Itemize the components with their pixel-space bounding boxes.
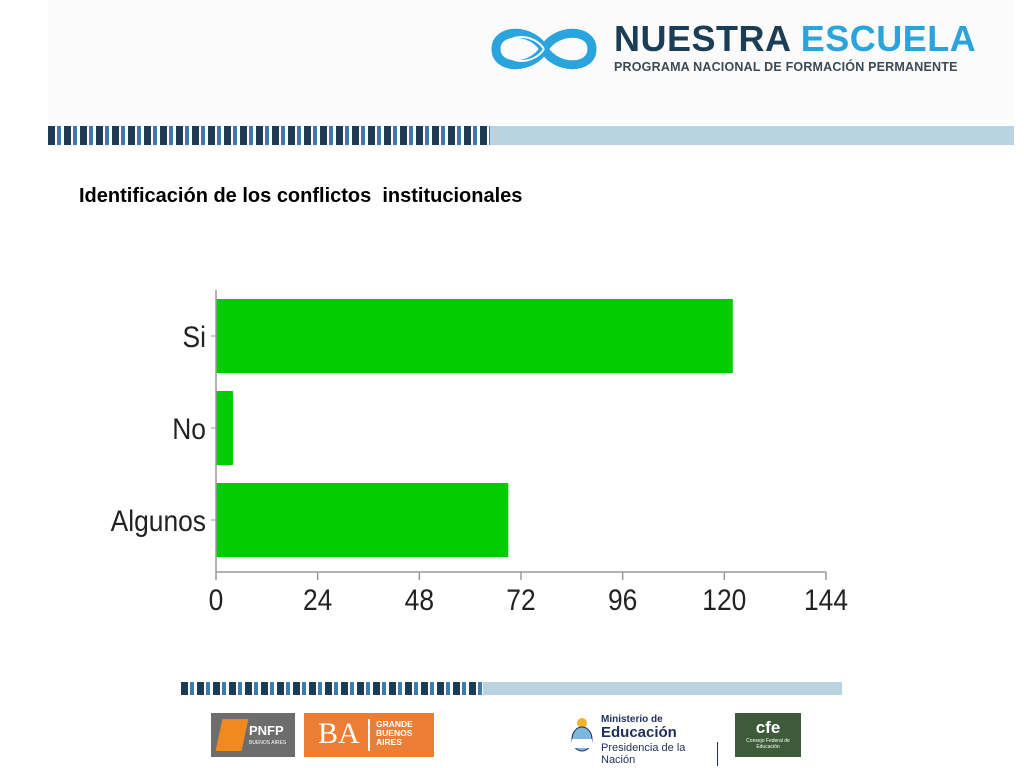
pnfp-sublabel: BUENOS AIRES [249,740,287,746]
bar [216,483,509,557]
cfe-logo: cfe Consejo Federal de Educación [735,713,801,757]
infinity-icon [491,28,597,70]
ministerio-line1: Ministerio de [601,714,663,725]
x-tick-label: 120 [702,582,746,616]
cfe-label: cfe [755,718,781,737]
ba-logo: BA GRANDE BUENOS AIRES [304,713,434,757]
category-label: Si [183,319,206,353]
x-tick-label: 144 [804,582,848,616]
logo-word-escuela: ESCUELA [800,18,977,59]
x-tick-label: 96 [608,582,637,616]
header-stripe [48,126,1014,145]
logo-word-nuestra: NUESTRA [614,18,791,59]
ministerio-line2: Educación [601,724,677,741]
x-tick-label: 24 [303,582,332,616]
nuestra-escuela-logo: NUESTRA ESCUELA PROGRAMA NACIONAL DE FOR… [488,18,976,80]
footer-stripe-solid [483,682,842,695]
logo-subtitle: PROGRAMA NACIONAL DE FORMACIÓN PERMANENT… [614,60,958,74]
ba-sublabel: GRANDE BUENOS AIRES [376,719,413,747]
bar [216,391,233,465]
pnfp-logo: PNFP BUENOS AIRES [211,713,295,757]
footer-stripe-dashes [181,682,483,695]
footer-stripe [181,682,842,695]
bar-chart: Si No Algunos 0 24 48 72 96 120 144 [111,290,848,616]
category-label: Algunos [111,503,206,537]
ba-divider [368,719,370,751]
logo-title: NUESTRA ESCUELA [614,20,976,58]
x-tick-label: 72 [506,582,535,616]
x-tick-label: 0 [209,582,224,616]
ba-label: BA [318,717,360,750]
pnfp-label: PNFP [249,723,284,738]
page-title: Identificación de los conflictos institu… [79,185,523,207]
header-stripe-solid [490,126,1014,145]
header-stripe-dashes [48,126,490,145]
bar [216,299,733,373]
category-label: No [172,411,206,445]
pnfp-emblem-icon [215,719,249,751]
cfe-sublabel: Consejo Federal de Educación [746,738,790,750]
ministerio-logo: Ministerio de Educación Presidencia de l… [568,713,718,766]
national-shield-icon [571,718,593,752]
ministerio-line3: Presidencia de la Nación [601,742,718,766]
x-tick-label: 48 [405,582,434,616]
